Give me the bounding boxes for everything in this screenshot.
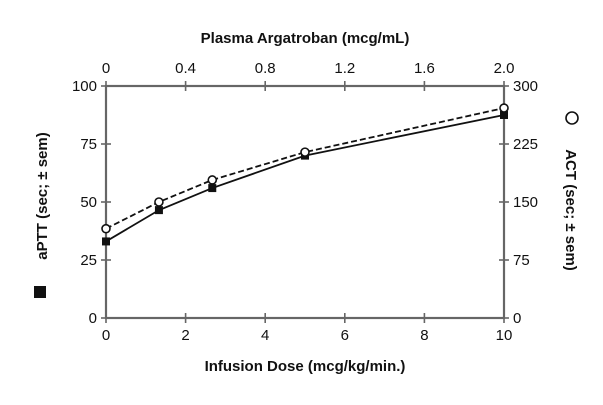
x-tick-label: 6 — [341, 327, 349, 344]
top-tick-label: 2.0 — [494, 60, 515, 77]
x-tick-label: 8 — [420, 327, 428, 344]
y2-tick-label: 300 — [513, 78, 538, 95]
left-axis-title: aPTT (sec; ± sem) — [34, 132, 51, 298]
y2-tick-label: 150 — [513, 194, 538, 211]
aptt-square-marker — [500, 111, 508, 119]
y-tick-label: 25 — [80, 252, 97, 269]
top-tick-label: 1.6 — [414, 60, 435, 77]
y-tick-label: 50 — [80, 194, 97, 211]
data-series — [101, 103, 509, 246]
top-tick-label: 1.2 — [334, 60, 355, 77]
svg-text:ACT (sec; ± sem): ACT (sec; ± sem) — [562, 149, 579, 271]
y2-tick-label: 75 — [513, 252, 530, 269]
aptt-square-marker — [208, 184, 217, 193]
y2-tick-label: 225 — [513, 136, 538, 153]
filled-square-legend-icon — [34, 286, 46, 298]
y-tick-label: 75 — [80, 136, 97, 153]
y2-tick-label: 0 — [513, 310, 521, 327]
act-line — [105, 107, 505, 230]
x-tick-label: 10 — [496, 327, 513, 344]
svg-text:aPTT (sec; ± sem): aPTT (sec; ± sem) — [34, 132, 51, 259]
axis-ticks: 0 2 4 6 8 100 0.4 0.8 1.2 1.6 2.002550751000751502… — [72, 60, 538, 344]
act-circle-marker — [154, 197, 164, 207]
x-tick-label: 4 — [261, 327, 269, 344]
act-circle-marker — [207, 175, 218, 185]
y-tick-label: 0 — [89, 310, 97, 327]
y-tick-label: 100 — [72, 78, 97, 95]
top-tick-label: 0.8 — [255, 60, 276, 77]
x-axis-title: Infusion Dose (mcg/kg/min.) — [205, 358, 406, 375]
act-circle-marker — [300, 147, 310, 157]
aptt-line — [105, 114, 505, 243]
top-tick-label: 0 — [102, 60, 110, 77]
right-axis-title: ACT (sec; ± sem) — [562, 111, 579, 271]
open-circle-legend-icon — [565, 111, 579, 125]
aptt-square-marker — [102, 237, 110, 246]
x-tick-label: 0 — [102, 327, 110, 344]
act-circle-marker — [101, 223, 111, 234]
x-tick-label: 2 — [181, 327, 189, 344]
aptt-square-marker — [154, 206, 163, 215]
top-axis-title: Plasma Argatroban (mcg/mL) — [201, 30, 410, 47]
top-tick-label: 0.4 — [175, 60, 196, 77]
act-circle-marker — [499, 103, 509, 113]
